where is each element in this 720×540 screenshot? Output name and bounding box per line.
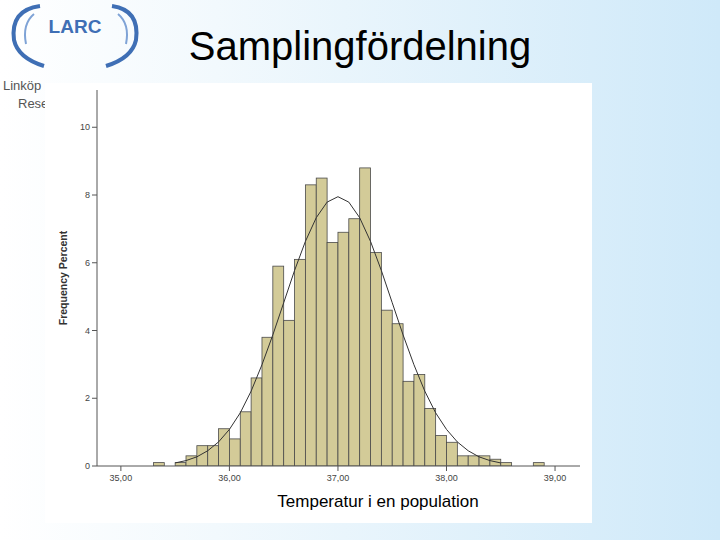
histogram-bar bbox=[284, 320, 295, 466]
x-tick-label: 35,00 bbox=[110, 473, 133, 483]
x-tick-label: 39,00 bbox=[544, 473, 567, 483]
x-tick-label: 37,00 bbox=[327, 473, 350, 483]
y-tick-label: 2 bbox=[85, 393, 90, 403]
y-tick-label: 6 bbox=[85, 258, 90, 268]
x-tick bbox=[446, 466, 447, 471]
y-tick-label: 4 bbox=[85, 326, 90, 336]
x-axis-label: Temperatur i en population bbox=[277, 492, 478, 511]
histogram-bar bbox=[305, 185, 316, 466]
histogram-bar bbox=[446, 442, 457, 466]
fit-curve bbox=[175, 197, 501, 463]
x-tick-label: 38,00 bbox=[435, 473, 458, 483]
histogram-bar bbox=[403, 381, 414, 466]
y-axis-label: Frequency Percent bbox=[57, 230, 69, 325]
y-tick-label: 8 bbox=[85, 190, 90, 200]
x-tick bbox=[337, 466, 338, 471]
logo-wing bbox=[106, 6, 137, 66]
histogram-bar bbox=[208, 446, 219, 466]
y-tick bbox=[92, 195, 97, 196]
logo-text: LARC bbox=[49, 16, 102, 37]
logo-wing bbox=[14, 6, 44, 66]
histogram-bar bbox=[229, 439, 240, 466]
histogram-bar bbox=[349, 219, 360, 466]
histogram-bar bbox=[219, 429, 230, 466]
histogram-bar bbox=[153, 463, 164, 466]
logo-line: Rese bbox=[18, 96, 48, 111]
y-tick bbox=[92, 466, 97, 467]
logo-wing bbox=[25, 14, 34, 44]
y-tick-label: 0 bbox=[85, 461, 90, 471]
logo-wing bbox=[118, 14, 127, 44]
x-tick bbox=[120, 466, 121, 471]
x-tick bbox=[555, 466, 556, 471]
histogram-bar bbox=[392, 324, 403, 466]
y-tick bbox=[92, 127, 97, 128]
logo-line: Linköp bbox=[3, 78, 41, 93]
histogram-bar bbox=[436, 436, 447, 466]
y-axis bbox=[97, 90, 98, 466]
histogram-bar bbox=[533, 463, 544, 466]
histogram-bar bbox=[316, 178, 327, 466]
histogram-bar bbox=[273, 266, 284, 466]
histogram-bar bbox=[240, 412, 251, 466]
histogram-bar bbox=[425, 408, 436, 466]
histogram-bar bbox=[251, 378, 262, 466]
slide: LARC Linköp Rese Samplingfördelning 0 2 4 6 8 10 3… bbox=[0, 0, 720, 540]
histogram-bar bbox=[371, 253, 382, 466]
histogram-bar bbox=[468, 456, 479, 466]
histogram-bar bbox=[501, 463, 512, 466]
x-tick-label: 36,00 bbox=[218, 473, 241, 483]
histogram-bar bbox=[327, 242, 338, 466]
chart-panel bbox=[45, 83, 592, 523]
y-tick bbox=[92, 262, 97, 263]
histogram-bar bbox=[457, 456, 468, 466]
plot-area bbox=[153, 168, 544, 466]
x-axis bbox=[97, 466, 580, 467]
histogram-bar bbox=[360, 168, 371, 466]
title: Samplingfördelning bbox=[189, 24, 531, 68]
histogram-bar bbox=[262, 337, 273, 466]
histogram-bar bbox=[381, 310, 392, 466]
y-tick bbox=[92, 330, 97, 331]
x-tick bbox=[229, 466, 230, 471]
y-tick bbox=[92, 398, 97, 399]
y-tick-label: 10 bbox=[80, 122, 90, 132]
histogram-bar bbox=[175, 463, 186, 466]
histogram-bar bbox=[338, 232, 349, 466]
histogram-bar bbox=[295, 259, 306, 466]
